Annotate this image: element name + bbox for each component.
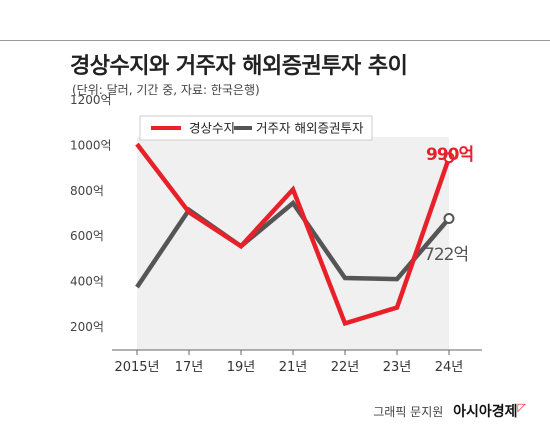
y-tick-label: 200억 [70,320,104,334]
y-tick-label: 1000억 [70,138,112,152]
y-tick-label: 400억 [70,275,104,289]
x-axis-ticks: 2015년 17년 19년 21년 22년 23년 24년 [114,350,463,375]
source-credit: 그래픽 문지원 아시아경제◸ [373,401,526,421]
y-axis-ticks: 200억 400억 600억 800억 1000억 1200억 [70,93,112,334]
x-tick-label: 17년 [175,360,204,375]
x-tick-label: 2015년 [114,360,159,375]
x-tick-label: 23년 [383,360,412,375]
y-tick-label: 600억 [70,229,104,243]
y-tick-label: 800억 [70,184,104,198]
graphic-credit: 그래픽 문지원 [373,405,444,419]
x-tick-label: 22년 [331,360,360,375]
series-lines [135,142,455,327]
chart-title: 경상수지와 거주자 해외증권투자 추이 [70,54,408,79]
x-tick-label: 19년 [227,360,256,375]
end-label-current-account: 990억 [426,145,473,165]
series-line-current-account [135,142,452,327]
y-tick-label: 1200억 [70,93,112,107]
brand-logo: 아시아경제 [453,404,518,420]
chart-subtitle: (단위: 달러, 기간 중, 자료: 한국은행) [72,83,260,97]
end-label-overseas-securities: 722억 [424,245,468,265]
end-marker-current-account [443,152,455,164]
end-labels: 990억 722억 [424,145,474,265]
legend: 경상수지 거주자 해외증권투자 [139,115,373,141]
legend-item-overseas-securities: 거주자 해외증권투자 [256,121,364,136]
legend-item-current-account: 경상수지 [189,121,235,136]
top-rule [0,40,550,41]
brand-mark-icon: ◸ [517,401,526,414]
plot-background [137,137,449,350]
x-tick-label: 21년 [279,360,308,375]
end-marker-overseas-securities [443,213,455,224]
x-tick-label: 24년 [435,360,464,375]
